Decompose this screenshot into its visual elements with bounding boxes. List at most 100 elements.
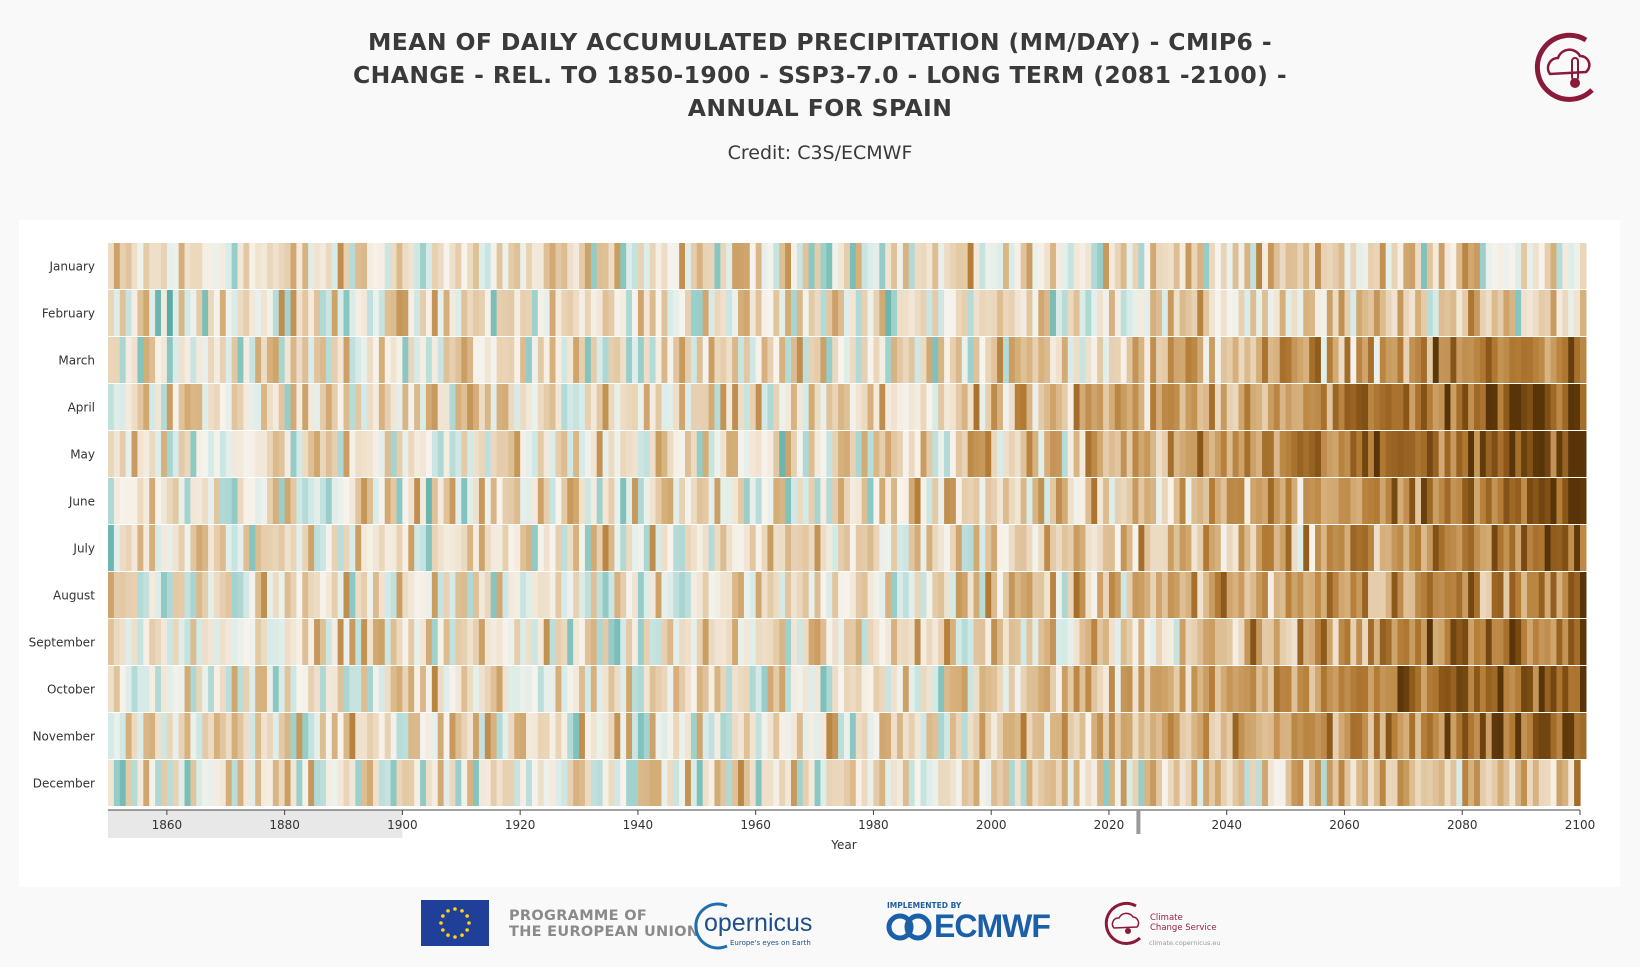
heatmap-cell: [761, 478, 769, 524]
heatmap-cell: [767, 619, 774, 665]
heatmap-cell: [985, 666, 992, 712]
heatmap-cell: [920, 290, 928, 336]
heatmap-cell: [213, 290, 221, 336]
heatmap-cell: [1309, 243, 1316, 289]
heatmap-cell: [1332, 760, 1340, 806]
heatmap-cell: [1332, 431, 1340, 477]
heatmap-cell: [172, 760, 180, 806]
heatmap-cell: [543, 525, 551, 571]
heatmap-cell: [773, 384, 780, 430]
heatmap-cell: [1303, 760, 1310, 806]
heatmap-cell: [1097, 337, 1104, 383]
heatmap-cell: [1391, 619, 1399, 665]
heatmap-cell: [1026, 713, 1034, 759]
heatmap-cell: [891, 713, 898, 759]
heatmap-cell: [779, 384, 786, 430]
heatmap-cell: [655, 384, 663, 430]
heatmap-cell: [514, 478, 521, 524]
heatmap-cell: [979, 760, 986, 806]
heatmap-cell: [225, 431, 233, 477]
heatmap-cell: [1309, 478, 1316, 524]
heatmap-cell: [1244, 431, 1251, 477]
heatmap-cell: [202, 384, 209, 430]
heatmap-cell: [1279, 525, 1287, 571]
heatmap-cell: [467, 525, 474, 571]
heatmap-cell: [314, 243, 321, 289]
heatmap-cell: [1191, 337, 1198, 383]
heatmap-cell: [685, 243, 692, 289]
eu-star-icon: [465, 928, 469, 932]
heatmap-cell: [561, 337, 568, 383]
heatmap-cell: [1085, 760, 1092, 806]
heatmap-cell: [455, 431, 462, 477]
heatmap-cell: [213, 760, 221, 806]
heatmap-cell: [1556, 243, 1563, 289]
heatmap-cell: [879, 337, 886, 383]
heatmap-cell: [561, 290, 568, 336]
heatmap-cell: [1285, 525, 1293, 571]
heatmap-cell: [449, 431, 456, 477]
heatmap-cell: [879, 431, 886, 477]
heatmap-cell: [1556, 384, 1563, 430]
heatmap-cell: [1350, 619, 1357, 665]
heatmap-cell: [596, 384, 604, 430]
heatmap-cell: [826, 478, 833, 524]
heatmap-cell: [584, 713, 592, 759]
heatmap-cell: [773, 525, 780, 571]
heatmap-cell: [1197, 290, 1204, 336]
heatmap-cell: [325, 478, 333, 524]
heatmap-cell: [408, 525, 415, 571]
heatmap-cell: [1085, 478, 1092, 524]
heatmap-cell: [1244, 760, 1251, 806]
heatmap-cell: [1220, 760, 1228, 806]
heatmap-cell: [1468, 713, 1475, 759]
month-label: November: [33, 730, 95, 744]
heatmap-cell: [1503, 760, 1510, 806]
heatmap-cell: [196, 572, 203, 618]
heatmap-cell: [1303, 666, 1310, 712]
heatmap-cell: [1262, 478, 1269, 524]
heatmap-cell: [520, 572, 527, 618]
heatmap-cell: [1032, 337, 1039, 383]
heatmap-cell: [696, 619, 704, 665]
heatmap-cell: [437, 666, 445, 712]
heatmap-cell: [255, 666, 262, 712]
heatmap-cell: [643, 431, 651, 477]
heatmap-cell: [1079, 619, 1087, 665]
heatmap-cell: [567, 760, 574, 806]
heatmap-cell: [319, 431, 327, 477]
heatmap-cell: [685, 290, 692, 336]
heatmap-cell: [314, 478, 321, 524]
heatmap-cell: [508, 290, 515, 336]
heatmap-cell: [1527, 290, 1534, 336]
copernicus-logo-icon: [694, 902, 728, 950]
heatmap-cell: [1244, 384, 1251, 430]
heatmap-cell: [1456, 525, 1463, 571]
heatmap-cell: [243, 337, 250, 383]
heatmap-cell: [284, 290, 292, 336]
heatmap-cell: [838, 384, 845, 430]
heatmap-cell: [531, 431, 539, 477]
heatmap-cell: [1279, 572, 1287, 618]
heatmap-cell: [449, 243, 456, 289]
heatmap-cell: [1474, 713, 1481, 759]
heatmap-cell: [926, 431, 933, 477]
heatmap-cell: [349, 337, 356, 383]
heatmap-cell: [1503, 619, 1510, 665]
heatmap-cell: [208, 478, 215, 524]
heatmap-cell: [1150, 713, 1157, 759]
heatmap-cell: [496, 619, 504, 665]
heatmap-cell: [1456, 572, 1463, 618]
heatmap-cell: [1079, 666, 1087, 712]
heatmap-cell: [932, 337, 939, 383]
heatmap-cell: [1315, 760, 1322, 806]
heatmap-cell: [284, 431, 292, 477]
heatmap-cell: [137, 666, 144, 712]
heatmap-cell: [1120, 337, 1128, 383]
heatmap-cell: [402, 619, 409, 665]
heatmap-cell: [461, 525, 468, 571]
heatmap-cell: [908, 431, 916, 477]
heatmap-cell: [1008, 760, 1016, 806]
heatmap-cell: [1091, 243, 1098, 289]
heatmap-cell: [149, 478, 156, 524]
